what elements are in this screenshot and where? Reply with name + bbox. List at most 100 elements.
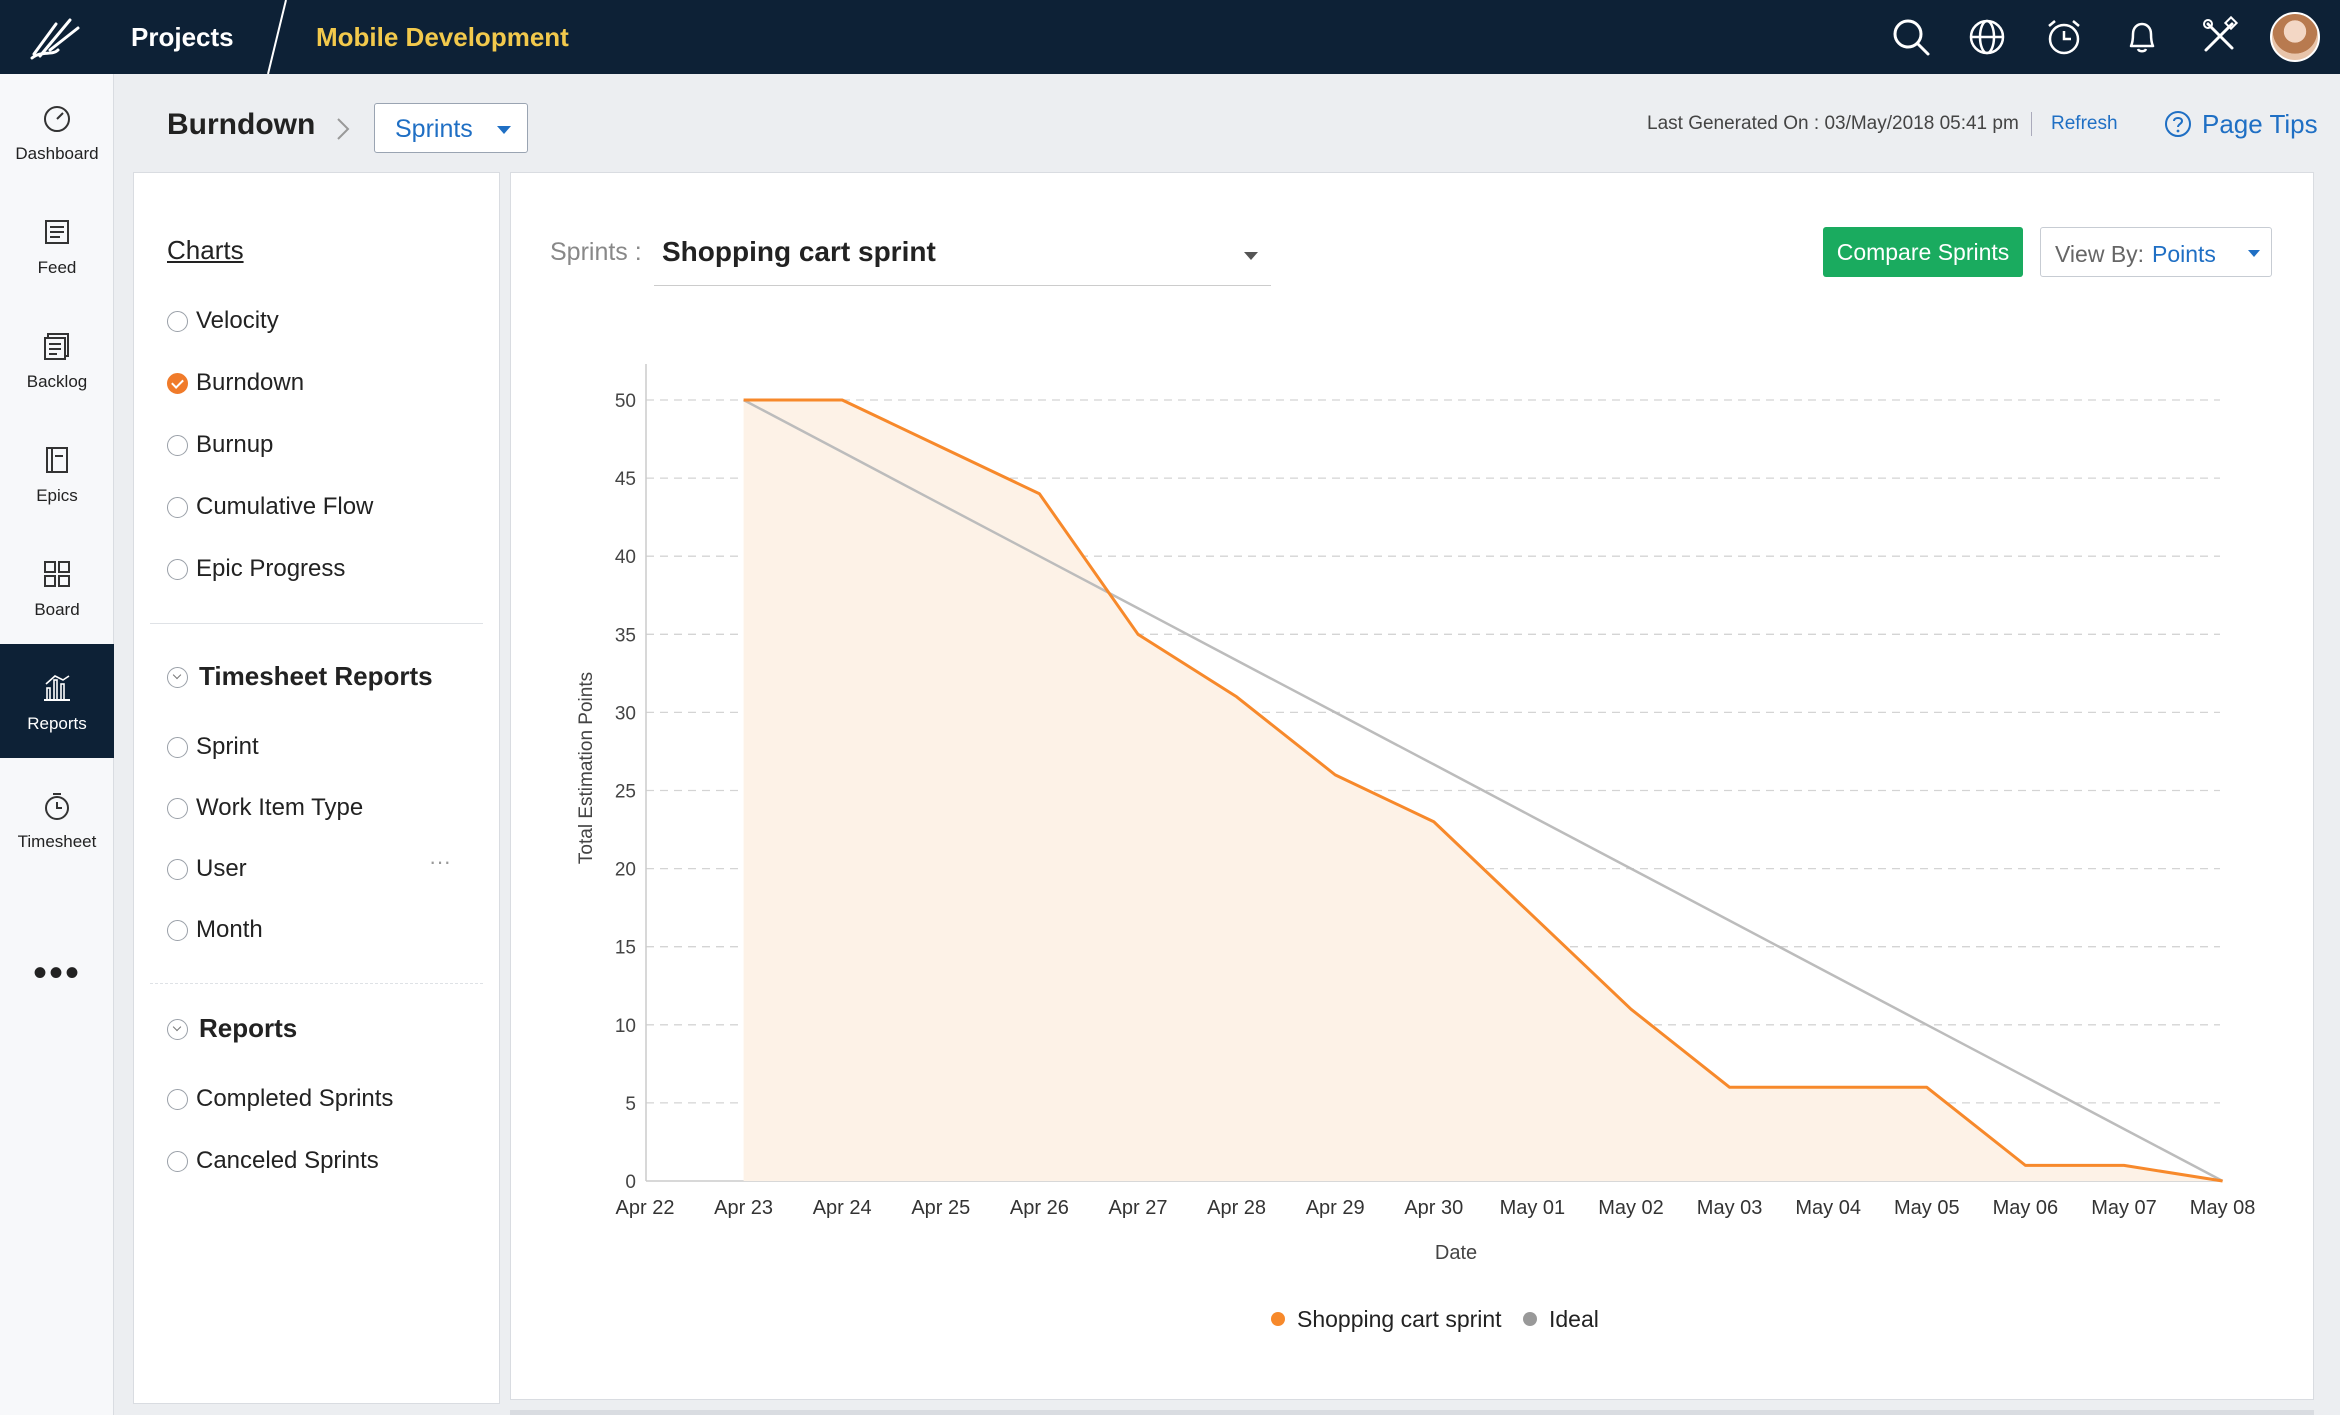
ideal-series-line	[743, 398, 2224, 1183]
x-tick-label: Apr 30	[1404, 1197, 1463, 1219]
y-tick-label: 25	[615, 782, 636, 803]
chevron-down-icon	[2248, 250, 2260, 257]
section-divider	[150, 983, 483, 984]
page-title: Burndown	[167, 108, 316, 141]
chevron-down-icon	[1244, 252, 1258, 260]
x-tick-label: May 05	[1894, 1197, 1960, 1219]
alarm-icon[interactable]	[2041, 14, 2087, 60]
radio-button[interactable]	[167, 1151, 188, 1172]
timesheet-icon	[45, 793, 69, 820]
x-tick-label: Apr 28	[1207, 1197, 1266, 1219]
y-tick-label: 45	[615, 469, 636, 490]
timesheet-option-user[interactable]: User ···	[134, 849, 501, 887]
radio-button[interactable]	[167, 737, 188, 758]
radio-checked-icon[interactable]	[167, 373, 188, 394]
option-label: Month	[196, 916, 263, 943]
nav-label: Dashboard	[15, 144, 99, 163]
radio-button[interactable]	[167, 798, 188, 819]
project-name[interactable]: Mobile Development	[316, 22, 569, 52]
radio-button[interactable]	[167, 559, 188, 580]
radio-button[interactable]	[167, 497, 188, 518]
option-label: User	[196, 855, 247, 882]
option-label: Epic Progress	[196, 555, 346, 582]
last-generated-text: Last Generated On : 03/May/2018 05:41 pm	[1647, 113, 2019, 134]
collapse-icon[interactable]	[167, 1019, 188, 1040]
legend-marker	[1523, 1312, 1537, 1326]
nav-backlog[interactable]: Backlog	[0, 302, 114, 416]
projects-link[interactable]: Projects	[131, 22, 234, 52]
epics-icon	[46, 447, 68, 473]
y-tick-label: 15	[615, 938, 636, 959]
x-tick-label: Apr 22	[616, 1197, 675, 1219]
radio-button[interactable]	[167, 311, 188, 332]
y-tick-label: 35	[615, 625, 636, 646]
report-type-dropdown[interactable]: Sprints	[374, 103, 528, 153]
option-label: Burnup	[196, 431, 274, 458]
tools-icon[interactable]	[2196, 14, 2242, 60]
burndown-chart: 0 5 10 15 20 25 30 35 40 45 50 Apr 22 Apr 23 Apr 24 Ap…	[576, 364, 2256, 1332]
radio-button[interactable]	[167, 435, 188, 456]
series-area	[743, 400, 2223, 1181]
user-avatar[interactable]	[2270, 12, 2320, 62]
charts-section-title[interactable]: Charts	[167, 235, 244, 265]
left-nav: Dashboard Feed Backlog Epics Board Repor…	[0, 74, 114, 1415]
x-tick-label: Apr 23	[714, 1197, 773, 1219]
x-tick-label: May 06	[1993, 1197, 2059, 1219]
y-tick-label: 40	[615, 547, 636, 568]
reports-icon	[44, 675, 70, 701]
globe-icon[interactable]	[1964, 14, 2010, 60]
option-label: Burndown	[196, 369, 305, 396]
x-tick-label: Apr 25	[911, 1197, 970, 1219]
nav-epics[interactable]: Epics	[0, 416, 114, 530]
legend-marker	[1271, 1312, 1285, 1326]
option-label: Velocity	[196, 307, 279, 334]
bell-icon[interactable]	[2119, 14, 2165, 60]
sprint-series-line	[743, 398, 2223, 1183]
y-tick-label: 20	[615, 860, 636, 881]
top-bar: Projects Mobile Development	[0, 0, 2340, 74]
more-options-icon[interactable]: ···	[429, 849, 451, 874]
collapse-icon[interactable]	[167, 667, 188, 688]
radio-button[interactable]	[167, 920, 188, 941]
chevron-down-icon	[497, 126, 511, 134]
search-icon[interactable]	[1888, 14, 1934, 60]
legend-label: Ideal	[1549, 1306, 1599, 1332]
horizontal-scrollbar[interactable]	[510, 1410, 2314, 1415]
x-tick-label: May 02	[1598, 1197, 1664, 1219]
x-tick-label: Apr 29	[1306, 1197, 1365, 1219]
breadcrumb-separator-icon	[267, 0, 287, 74]
x-tick-label: May 07	[2091, 1197, 2157, 1219]
nav-reports[interactable]: Reports	[0, 644, 114, 758]
x-tick-label: Apr 26	[1010, 1197, 1069, 1219]
view-by-label: View By:	[2055, 241, 2145, 267]
nav-label: Timesheet	[17, 832, 97, 851]
y-axis-title: Total Estimation Points	[576, 672, 597, 864]
reports-section-title[interactable]: Reports	[199, 1013, 298, 1043]
view-by-value: Points	[2152, 241, 2216, 267]
option-label: Cumulative Flow	[196, 493, 374, 520]
compare-sprints-button[interactable]: Compare Sprints	[1823, 227, 2023, 277]
page-tips-link[interactable]: Page Tips	[2202, 109, 2318, 139]
sprint-select-value: Shopping cart sprint	[662, 236, 936, 267]
nav-timesheet[interactable]: Timesheet	[0, 762, 114, 876]
legend-label: Shopping cart sprint	[1297, 1306, 1502, 1332]
radio-button[interactable]	[167, 1089, 188, 1110]
header-divider	[2031, 112, 2032, 136]
app-logo-icon[interactable]	[22, 10, 92, 64]
more-icon[interactable]: •••	[32, 951, 81, 995]
report-type-value: Sprints	[395, 115, 473, 143]
view-by-dropdown[interactable]: View By: Points	[2040, 227, 2272, 277]
nav-feed[interactable]: Feed	[0, 188, 114, 302]
nav-board[interactable]: Board	[0, 530, 114, 644]
timesheet-section-title[interactable]: Timesheet Reports	[199, 661, 433, 691]
section-divider	[150, 623, 483, 624]
option-label: Work Item Type	[196, 794, 364, 821]
y-tick-label: 30	[615, 703, 636, 724]
refresh-link[interactable]: Refresh	[2051, 113, 2118, 134]
x-tick-label: Apr 27	[1109, 1197, 1168, 1219]
x-tick-label: May 08	[2190, 1197, 2256, 1219]
nav-dashboard[interactable]: Dashboard	[0, 74, 114, 188]
sprint-select[interactable]: Shopping cart sprint	[654, 226, 1271, 286]
help-icon[interactable]	[2164, 110, 2192, 138]
radio-button[interactable]	[167, 859, 188, 880]
